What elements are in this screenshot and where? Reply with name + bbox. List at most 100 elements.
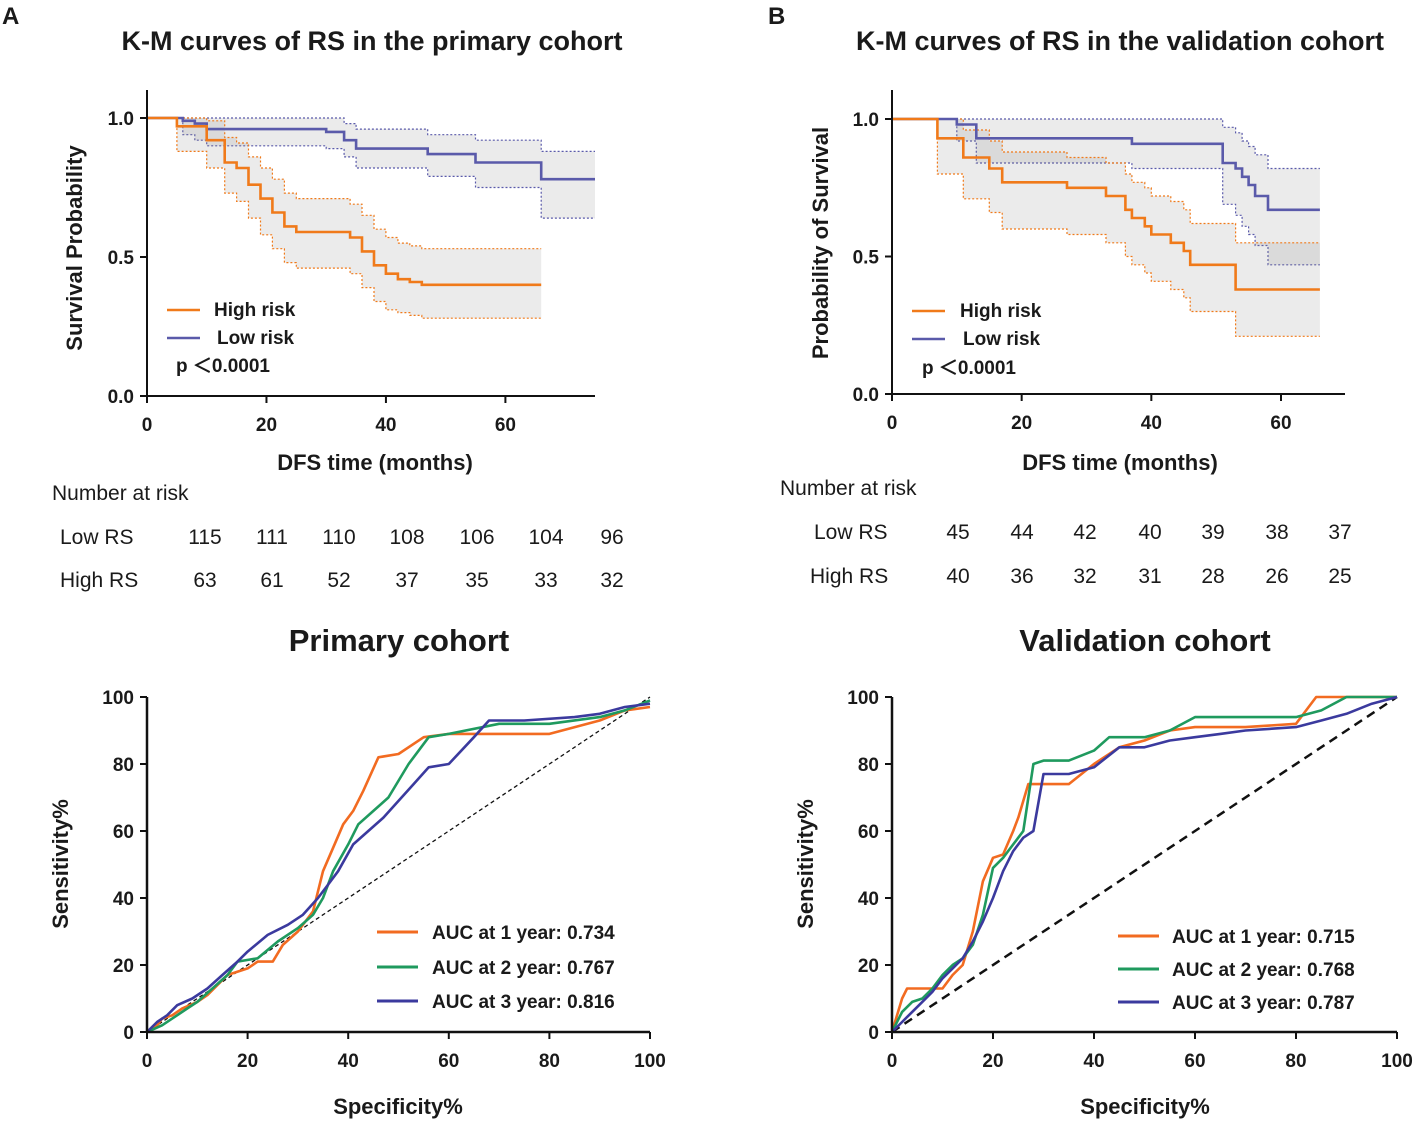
risk-value: 104: [528, 526, 563, 549]
panel-label-a: A: [2, 3, 19, 30]
risk-value: 42: [1073, 521, 1096, 544]
x-tick-label: 40: [1141, 413, 1162, 434]
roc-curve-1-year: [890, 695, 1397, 1033]
panel-label-b: B: [768, 3, 785, 30]
x-ticks: 0 20 40 60 80 100: [887, 1032, 1413, 1072]
y-axis-label: Probability of Survival: [808, 127, 833, 359]
y-tick-label: 20: [113, 956, 134, 977]
x-tick-label: 40: [338, 1051, 359, 1072]
x-axis-label: DFS time (months): [1022, 450, 1218, 475]
risk-value: 26: [1265, 565, 1288, 588]
ci-band-high-risk: [892, 119, 1320, 337]
risk-value: 111: [256, 526, 288, 549]
x-ticks: 0 20 40 60 80 100: [142, 1032, 666, 1072]
x-tick-label: 20: [982, 1051, 1003, 1072]
roc-curve-3-year: [146, 702, 651, 1033]
risk-value: 31: [1138, 565, 1161, 588]
risk-value: 45: [946, 521, 969, 544]
ci-bands: [892, 118, 1320, 337]
y-tick-label: 1.0: [853, 110, 879, 131]
risk-row-label-high: High RS: [60, 569, 138, 592]
legend: AUC at 1 year: 0.734 AUC at 2 year: 0.76…: [377, 923, 615, 1013]
roc-curve-2-year: [890, 695, 1397, 1033]
risk-value: 37: [1328, 521, 1351, 544]
risk-table: Number at risk Low RS High RS 45 44 42 40 39…: [780, 477, 1352, 588]
y-tick-label: 0.5: [853, 248, 880, 269]
x-tick-label: 80: [1285, 1051, 1306, 1072]
diagonal-reference-line: [891, 695, 1398, 1034]
x-tick-label: 60: [1270, 413, 1291, 434]
risk-value: 61: [260, 569, 283, 592]
x-tick-label: 80: [539, 1051, 560, 1072]
roc-chart-primary: Primary cohort 0 20 40 60 80 100 0 20 40 60 80 100…: [48, 623, 666, 1119]
y-tick-label: 0: [868, 1023, 879, 1044]
y-tick-label: 40: [113, 889, 134, 910]
ci-lower-high-risk: [147, 117, 542, 319]
legend-label-high-risk: High risk: [214, 300, 296, 321]
y-tick-label: 80: [113, 755, 134, 776]
x-tick-label: 0: [887, 413, 898, 434]
risk-value: 108: [389, 526, 424, 549]
curve-high-risk: [892, 117, 1320, 291]
y-tick-label: 60: [858, 822, 879, 843]
x-tick-label: 20: [237, 1051, 258, 1072]
risk-value: 106: [459, 526, 494, 549]
roc-curve-2-year: [146, 699, 651, 1034]
risk-table-header: Number at risk: [780, 477, 917, 500]
x-tick-label: 60: [495, 415, 516, 436]
risk-row-label-high: High RS: [810, 565, 888, 588]
ci-band-low-risk: [147, 118, 595, 219]
x-tick-label: 20: [1011, 413, 1032, 434]
ci-upper-low-risk: [892, 118, 1320, 170]
x-tick-label: 0: [142, 415, 153, 436]
risk-value: 32: [1073, 565, 1096, 588]
risk-value: 40: [946, 565, 969, 588]
x-tick-label: 100: [1381, 1051, 1413, 1072]
risk-value: 39: [1201, 521, 1224, 544]
x-tick-label: 60: [1184, 1051, 1205, 1072]
x-axis-label: Specificity%: [1080, 1094, 1210, 1119]
x-tick-label: 40: [1083, 1051, 1104, 1072]
km-chart-validation: K-M curves of RS in the validation cohor…: [780, 26, 1384, 588]
risk-value: 96: [600, 526, 623, 549]
reference-line: [146, 696, 651, 1033]
legend-label-low-risk: Low risk: [217, 328, 295, 349]
y-tick-label: 80: [858, 755, 879, 776]
y-tick-label: 60: [113, 822, 134, 843]
legend-label-high-risk: High risk: [960, 301, 1042, 322]
risk-value: 28: [1201, 565, 1224, 588]
legend-label-3-year: AUC at 3 year: 0.816: [432, 992, 615, 1013]
y-ticks: 0.0 0.5 1.0: [108, 109, 147, 408]
legend: High risk Low risk p ＜0.0001: [167, 300, 296, 377]
ci-lower-low-risk: [892, 118, 1320, 266]
x-tick-label: 40: [375, 415, 396, 436]
x-tick-label: 0: [887, 1051, 898, 1072]
risk-value: 37: [395, 569, 418, 592]
legend-label-low-risk: Low risk: [963, 329, 1041, 350]
y-tick-label: 100: [102, 688, 134, 709]
legend-label-1-year: AUC at 1 year: 0.734: [432, 923, 615, 944]
chart-title: Validation cohort: [1019, 623, 1270, 658]
roc-curve-3-year: [891, 695, 1398, 1033]
ci-lower-low-risk: [147, 117, 595, 219]
y-tick-label: 0.5: [108, 248, 135, 269]
ci-lower-high-risk: [892, 118, 1320, 337]
survival-curves: [892, 117, 1320, 291]
reference-line: [891, 695, 1398, 1034]
risk-value: 38: [1265, 521, 1288, 544]
chart-title: Primary cohort: [289, 623, 510, 658]
risk-row-label-low: Low RS: [814, 521, 888, 544]
x-tick-label: 0: [142, 1051, 153, 1072]
roc-curve-1-year: [146, 705, 651, 1034]
risk-value: 33: [534, 569, 557, 592]
legend-label-2-year: AUC at 2 year: 0.767: [432, 958, 615, 979]
curve-low-risk: [147, 116, 595, 181]
ci-upper-high-risk: [147, 117, 542, 250]
chart-title: K-M curves of RS in the validation cohor…: [856, 26, 1384, 56]
risk-value: 36: [1010, 565, 1033, 588]
ci-upper-high-risk: [892, 118, 1320, 244]
y-ticks: 0 20 40 60 80 100: [847, 688, 892, 1044]
risk-value: 40: [1138, 521, 1161, 544]
risk-value: 32: [600, 569, 623, 592]
